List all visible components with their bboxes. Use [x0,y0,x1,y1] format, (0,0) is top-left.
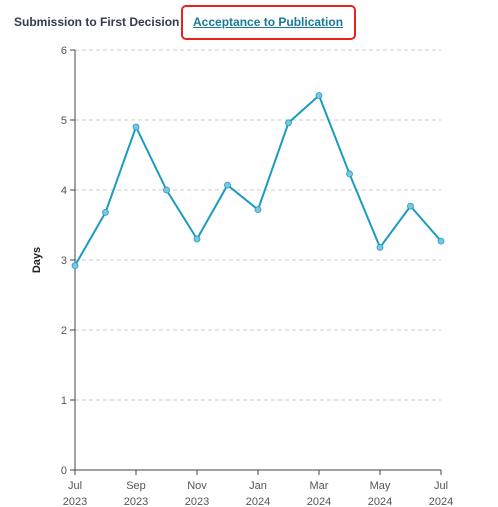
data-point[interactable] [407,202,414,210]
x-tick-label-month: Jan [249,480,267,492]
data-point[interactable] [254,206,262,214]
data-point[interactable] [376,243,384,251]
y-tick-label: 3 [61,255,67,267]
x-tick-label-year: 2024 [307,496,331,507]
data-point[interactable] [132,123,140,131]
y-tick-label: 5 [61,115,67,127]
x-tick-label-year: 2023 [63,496,87,507]
data-point[interactable] [346,170,353,178]
x-tick-label-year: 2024 [429,496,453,507]
series-polyline [74,94,442,267]
y-tick-label: 2 [61,325,67,337]
x-tick-label-month: May [370,480,391,492]
data-point[interactable] [437,237,445,245]
y-axis: 0 1 2 3 4 5 6 [61,45,76,477]
grid-lines [75,49,441,401]
data-point[interactable] [285,119,292,127]
x-tick-label-year: 2023 [185,496,209,507]
data-point[interactable] [163,186,170,194]
x-tick-label-year: 2024 [246,496,270,507]
data-point[interactable] [315,92,323,99]
metric-tabs: Submission to First Decision Acceptance … [0,0,498,46]
data-point[interactable] [193,235,201,243]
x-tick-label-year: 2024 [368,496,392,507]
x-tick-label-month: Mar [310,480,329,492]
data-point[interactable] [102,208,109,216]
x-tick-label-month: Jul [434,480,448,492]
y-tick-label: 6 [61,45,67,57]
series-line [74,94,442,267]
x-tick-label-month: Sep [126,480,146,492]
x-axis: Jul 2023 Sep 2023 Nov 2023 Jan 2024 Mar 2024 May 20… [63,469,453,507]
y-tick-label: 1 [61,395,67,407]
y-tick-label: 0 [61,465,67,477]
y-axis-title: Days [31,247,43,273]
data-point[interactable] [71,262,79,270]
highlight-box [181,5,356,40]
data-points [71,92,445,270]
x-tick-label-year: 2023 [124,496,148,507]
tab-submission-to-first-decision[interactable]: Submission to First Decision [14,15,180,29]
x-tick-label-month: Nov [187,480,207,492]
tab-acceptance-to-publication[interactable]: Acceptance to Publication [193,15,344,29]
data-point[interactable] [224,181,231,189]
y-tick-label: 4 [61,185,67,197]
x-tick-label-month: Jul [68,480,82,492]
